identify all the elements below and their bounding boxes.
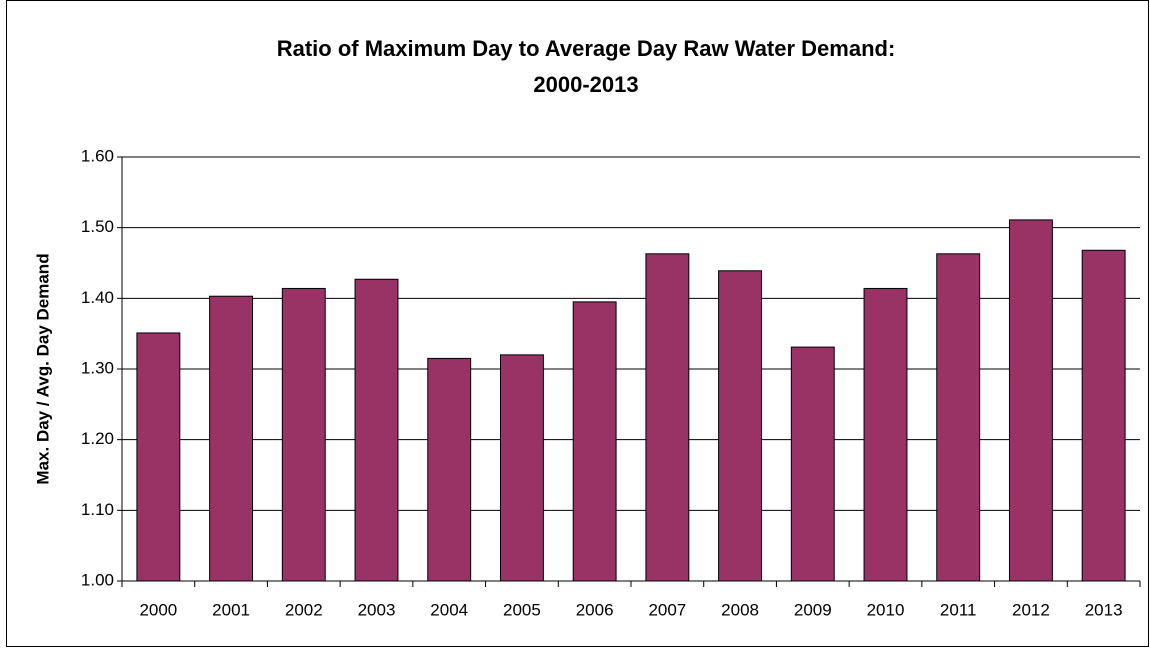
bar: [281, 287, 326, 582]
x-tick-label: 2010: [867, 600, 905, 619]
x-tick-label: 2003: [358, 600, 396, 619]
bar: [136, 332, 181, 582]
x-tick-label: 2004: [430, 600, 468, 619]
y-tick-label: 1.40: [81, 288, 114, 307]
y-tick-label: 1.60: [81, 146, 114, 165]
x-tick-label: 2009: [794, 600, 832, 619]
y-tick-label: 1.00: [81, 570, 114, 589]
chart-title: 2000-2013: [533, 72, 638, 97]
bar: [645, 253, 690, 582]
x-tick-label: 2012: [1012, 600, 1050, 619]
x-tick-label: 2001: [212, 600, 250, 619]
bar: [863, 287, 908, 582]
bar: [354, 278, 399, 582]
x-tick-label: 2008: [721, 600, 759, 619]
x-tick-label: 2005: [503, 600, 541, 619]
x-tick-label: 2013: [1085, 600, 1123, 619]
x-tick-label: 2000: [139, 600, 177, 619]
x-tick-label: 2002: [285, 600, 323, 619]
y-tick-label: 1.10: [81, 500, 114, 519]
y-tick-label: 1.20: [81, 429, 114, 448]
y-tick-label: 1.30: [81, 358, 114, 377]
bar: [427, 357, 472, 582]
bar: [790, 346, 835, 582]
bar: [1008, 219, 1053, 582]
bar: [499, 354, 544, 582]
chart-title: Ratio of Maximum Day to Average Day Raw …: [277, 36, 896, 61]
y-axis-label: Max. Day / Avg. Day Demand: [33, 253, 52, 484]
bar: [572, 301, 617, 582]
bar: [1081, 249, 1126, 582]
x-tick-label: 2006: [576, 600, 614, 619]
x-tick-label: 2011: [940, 600, 977, 619]
y-tick-label: 1.50: [81, 217, 114, 236]
x-tick-label: 2007: [648, 600, 686, 619]
bar: [718, 270, 763, 582]
bar: [209, 295, 254, 582]
bar: [936, 253, 981, 582]
